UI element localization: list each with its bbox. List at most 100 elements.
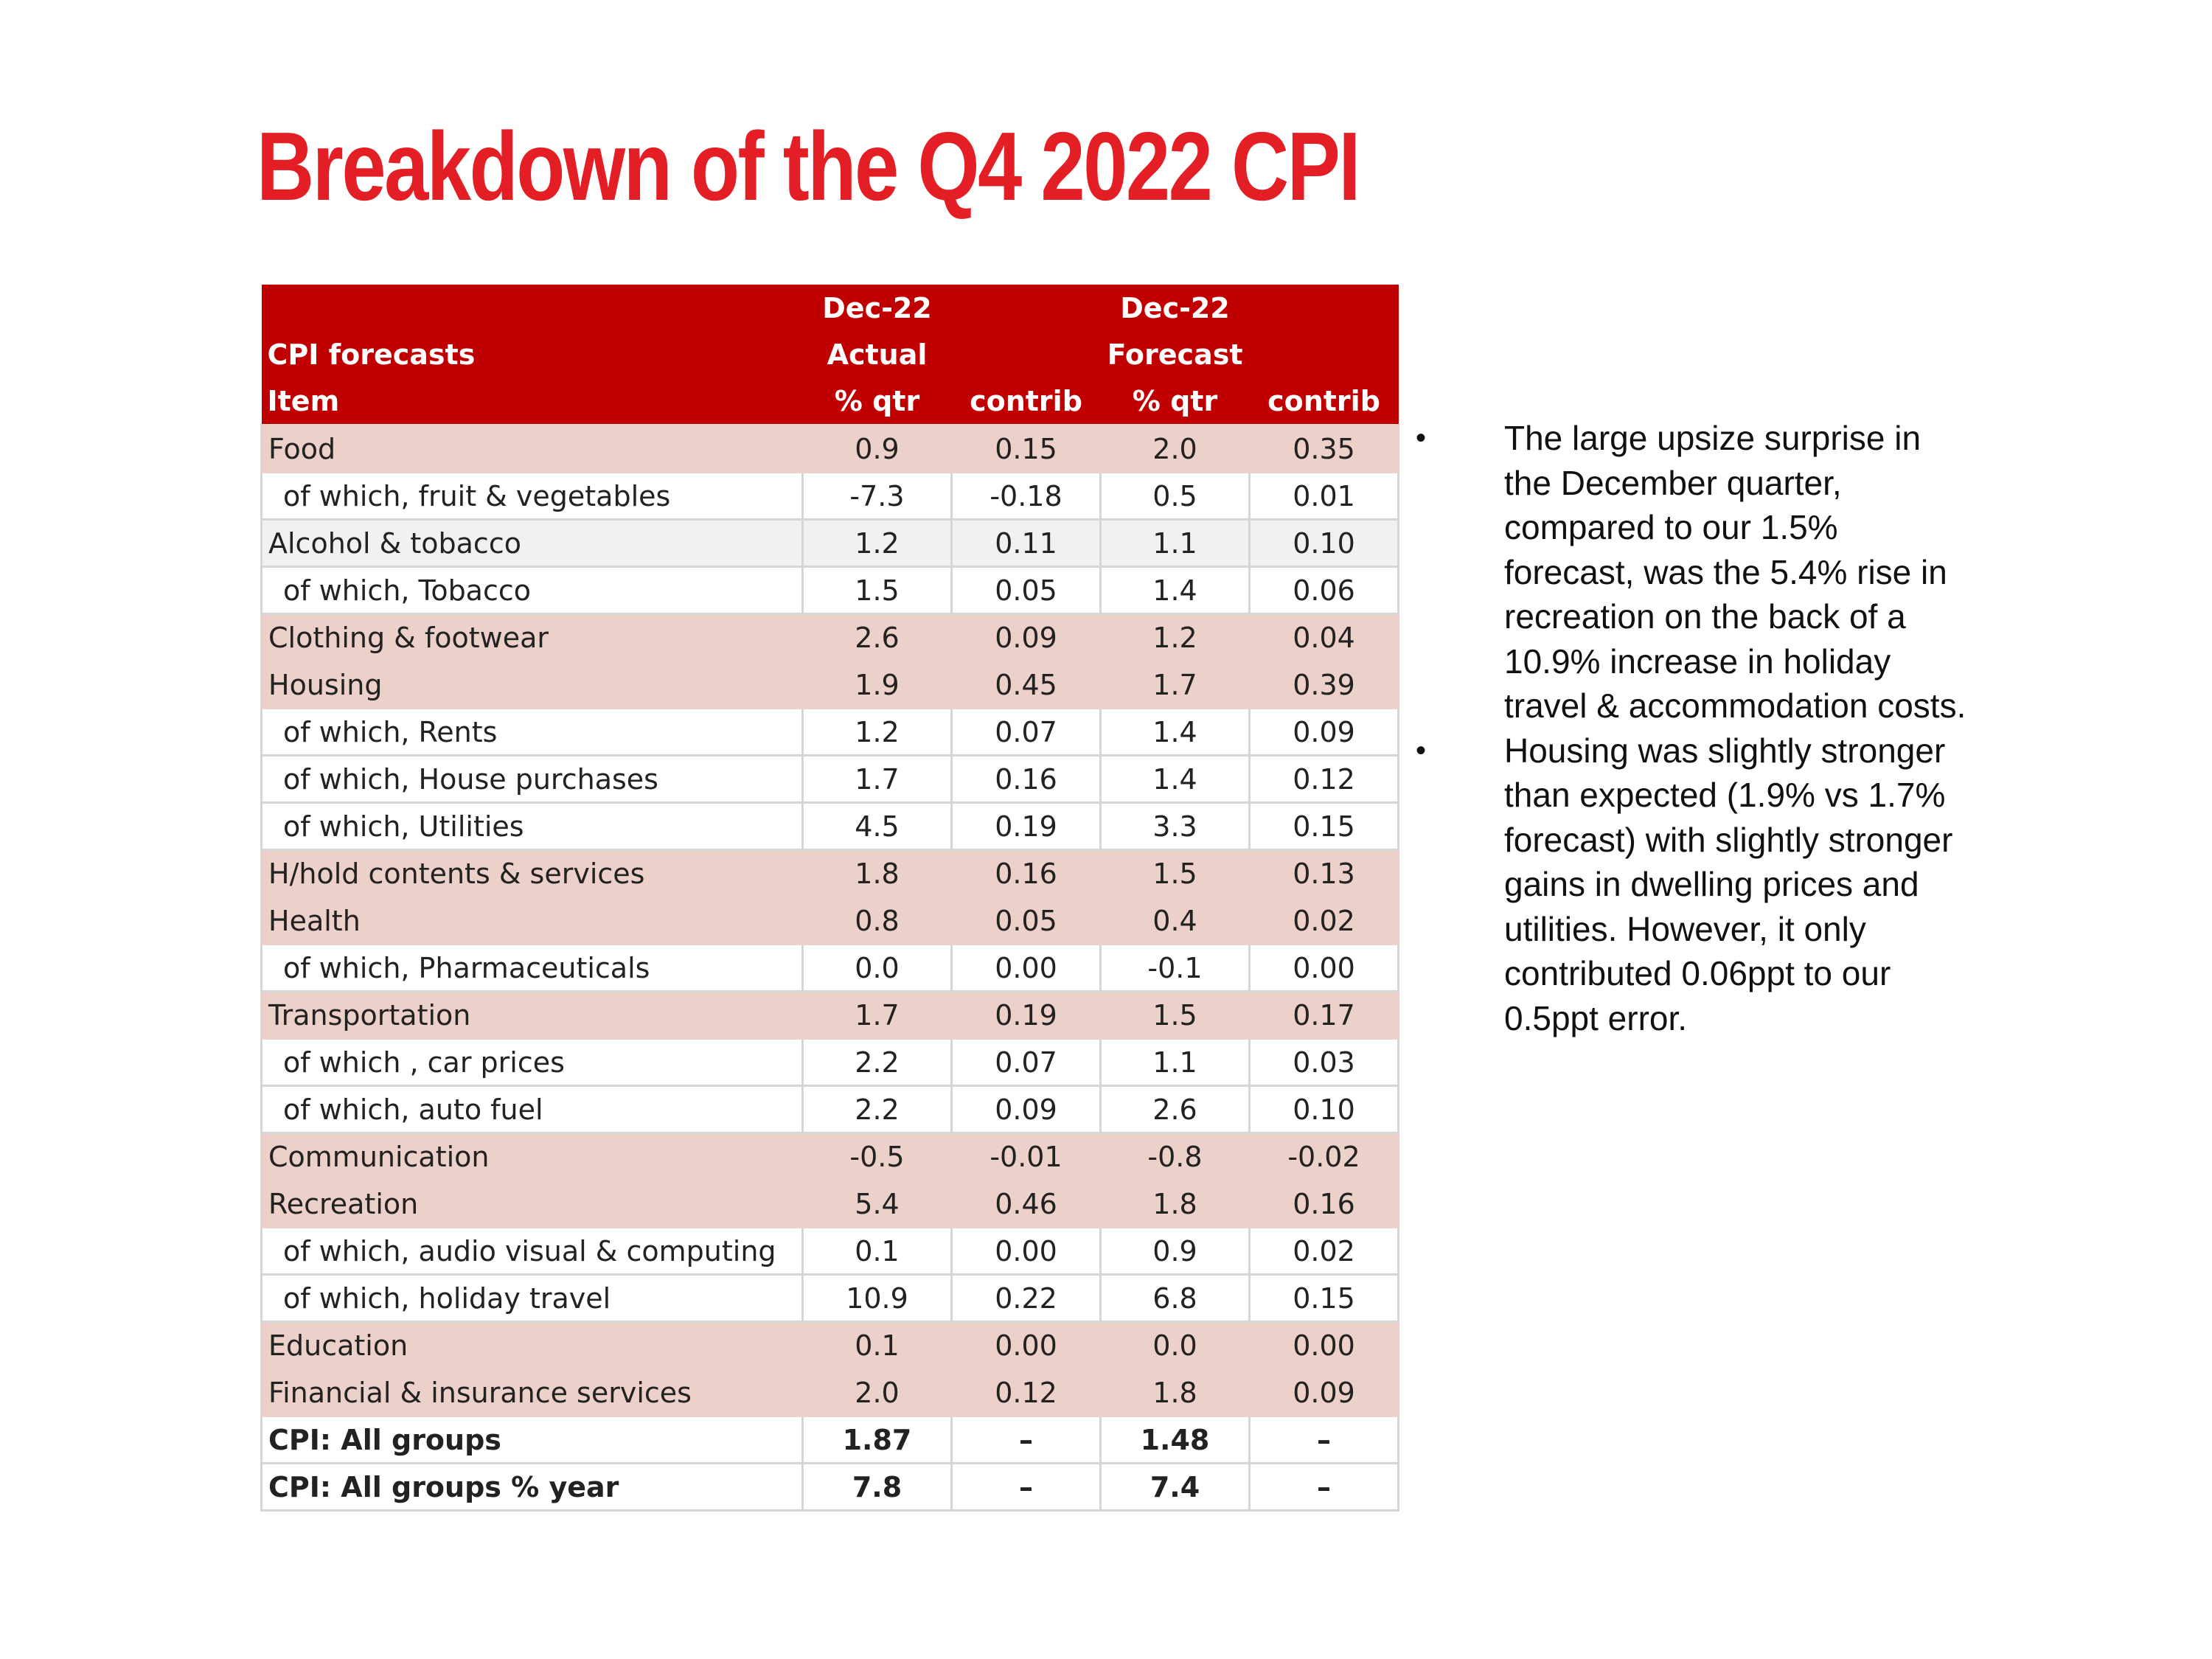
- item-cell: of which, House purchases: [260, 754, 804, 804]
- actual-contrib-cell: 0.00: [950, 1321, 1102, 1370]
- actual-qtr-cell: -0.5: [801, 1132, 953, 1181]
- forecast-qtr-cell: 2.0: [1099, 424, 1251, 473]
- forecast-qtr-cell: 0.4: [1099, 896, 1251, 945]
- item-cell: Financial & insurance services: [260, 1368, 804, 1417]
- actual-contrib-cell: 0.16: [950, 754, 1102, 804]
- header-cell: [951, 285, 1101, 331]
- actual-qtr-cell: 0.1: [801, 1321, 953, 1370]
- actual-contrib-cell: 0.15: [950, 424, 1102, 473]
- forecast-contrib-cell: 0.06: [1248, 566, 1399, 615]
- forecast-contrib-cell: 0.09: [1248, 1368, 1399, 1417]
- item-cell: of which, Pharmaceuticals: [260, 943, 804, 992]
- column-header-item: Item: [261, 378, 803, 425]
- table-body: Food 0.9 0.15 2.0 0.35 of which, fruit & vege…: [260, 424, 1399, 1512]
- actual-contrib-cell: 0.19: [950, 990, 1102, 1040]
- actual-qtr-cell: 2.2: [801, 1037, 953, 1087]
- actual-qtr-cell: 0.1: [801, 1226, 953, 1276]
- forecast-qtr-cell: -0.8: [1099, 1132, 1251, 1181]
- table-row: Food 0.9 0.15 2.0 0.35: [260, 424, 1399, 473]
- actual-contrib-cell: 0.00: [950, 943, 1102, 992]
- item-cell: of which, Tobacco: [260, 566, 804, 615]
- forecast-qtr-cell: 1.7: [1099, 660, 1251, 709]
- forecast-qtr-cell: 1.2: [1099, 613, 1251, 662]
- forecast-contrib-cell: 0.13: [1248, 849, 1399, 898]
- item-cell: of which, holiday travel: [260, 1273, 804, 1323]
- actual-qtr-cell: 1.7: [801, 990, 953, 1040]
- forecast-qtr-cell: 1.48: [1099, 1415, 1251, 1464]
- commentary-bullets: • The large upsize surprise in the Decemb…: [1416, 416, 1976, 1040]
- actual-contrib-cell: 0.05: [950, 566, 1102, 615]
- table-row: Clothing & footwear 2.6 0.09 1.2 0.04: [260, 613, 1399, 662]
- item-cell: H/hold contents & services: [260, 849, 804, 898]
- header-cell-forecast: Forecast: [1100, 331, 1250, 378]
- forecast-contrib-cell: 0.12: [1248, 754, 1399, 804]
- table-row: of which, Rents 1.2 0.07 1.4 0.09: [260, 707, 1399, 757]
- forecast-qtr-cell: 1.4: [1099, 754, 1251, 804]
- column-header-forecast-qtr: % qtr: [1100, 378, 1250, 425]
- actual-contrib-cell: 0.22: [950, 1273, 1102, 1323]
- forecast-qtr-cell: 0.9: [1099, 1226, 1251, 1276]
- forecast-contrib-cell: 0.15: [1248, 1273, 1399, 1323]
- actual-qtr-cell: 1.2: [801, 707, 953, 757]
- forecast-contrib-cell: 0.15: [1248, 801, 1399, 851]
- table-row: Alcohol & tobacco 1.2 0.11 1.1 0.10: [260, 518, 1399, 568]
- item-cell: Transportation: [260, 990, 804, 1040]
- column-header-actual-qtr: % qtr: [802, 378, 952, 425]
- table-row: of which, Tobacco 1.5 0.05 1.4 0.06: [260, 566, 1399, 615]
- actual-contrib-cell: 0.09: [950, 1085, 1102, 1134]
- forecast-qtr-cell: 2.6: [1099, 1085, 1251, 1134]
- forecast-contrib-cell: 0.17: [1248, 990, 1399, 1040]
- table-row: Financial & insurance services 2.0 0.12 1.8…: [260, 1368, 1399, 1417]
- table-row: Education 0.1 0.00 0.0 0.00: [260, 1321, 1399, 1370]
- header-cell: [1249, 331, 1399, 378]
- forecast-contrib-cell: 0.10: [1248, 1085, 1399, 1134]
- actual-contrib-cell: 0.19: [950, 801, 1102, 851]
- actual-contrib-cell: 0.46: [950, 1179, 1102, 1228]
- actual-qtr-cell: 5.4: [801, 1179, 953, 1228]
- forecast-qtr-cell: 3.3: [1099, 801, 1251, 851]
- item-cell: Recreation: [260, 1179, 804, 1228]
- actual-contrib-cell: 0.07: [950, 707, 1102, 757]
- item-cell: Communication: [260, 1132, 804, 1181]
- table-row: Recreation 5.4 0.46 1.8 0.16: [260, 1179, 1399, 1228]
- actual-qtr-cell: 1.87: [801, 1415, 953, 1464]
- table-row: of which, fruit & vegetables -7.3 -0.18 0.5…: [260, 471, 1399, 521]
- table-row: Housing 1.9 0.45 1.7 0.39: [260, 660, 1399, 709]
- item-cell: Clothing & footwear: [260, 613, 804, 662]
- table-row: of which, Utilities 4.5 0.19 3.3 0.15: [260, 801, 1399, 851]
- table-row: H/hold contents & services 1.8 0.16 1.5 0.13: [260, 849, 1399, 898]
- forecast-contrib-cell: 0.04: [1248, 613, 1399, 662]
- slide-title: Breakdown of the Q4 2022 CPI: [257, 112, 1361, 220]
- actual-contrib-cell: 0.16: [950, 849, 1102, 898]
- forecast-qtr-cell: 7.4: [1099, 1462, 1251, 1512]
- forecast-qtr-cell: 1.5: [1099, 849, 1251, 898]
- forecast-qtr-cell: 1.4: [1099, 566, 1251, 615]
- actual-contrib-cell: –: [950, 1462, 1102, 1512]
- actual-contrib-cell: 0.45: [950, 660, 1102, 709]
- actual-qtr-cell: 4.5: [801, 801, 953, 851]
- header-cell: [261, 285, 803, 331]
- forecast-contrib-cell: 0.03: [1248, 1037, 1399, 1087]
- forecast-contrib-cell: 0.35: [1248, 424, 1399, 473]
- forecast-qtr-cell: 1.4: [1099, 707, 1251, 757]
- table-row: of which, auto fuel 2.2 0.09 2.6 0.10: [260, 1085, 1399, 1134]
- actual-qtr-cell: 1.5: [801, 566, 953, 615]
- actual-qtr-cell: 2.0: [801, 1368, 953, 1417]
- table-row: Health 0.8 0.05 0.4 0.02: [260, 896, 1399, 945]
- forecast-contrib-cell: 0.39: [1248, 660, 1399, 709]
- forecast-qtr-cell: 1.8: [1099, 1179, 1251, 1228]
- header-cell-actual-period: Dec-22: [802, 285, 952, 331]
- column-header-forecast-contrib: contrib: [1249, 378, 1399, 425]
- item-cell: CPI: All groups: [260, 1415, 804, 1464]
- cpi-breakdown-table: Dec-22 Dec-22 CPI forecasts Actual Forec…: [260, 285, 1399, 1512]
- item-cell: Alcohol & tobacco: [260, 518, 804, 568]
- item-cell: of which, auto fuel: [260, 1085, 804, 1134]
- forecast-contrib-cell: 0.02: [1248, 896, 1399, 945]
- forecast-qtr-cell: 1.5: [1099, 990, 1251, 1040]
- header-cell: [1249, 285, 1399, 331]
- bullet-icon: •: [1416, 422, 1427, 454]
- item-cell: of which , car prices: [260, 1037, 804, 1087]
- item-cell: of which, audio visual & computing: [260, 1226, 804, 1276]
- forecast-contrib-cell: 0.02: [1248, 1226, 1399, 1276]
- forecast-qtr-cell: -0.1: [1099, 943, 1251, 992]
